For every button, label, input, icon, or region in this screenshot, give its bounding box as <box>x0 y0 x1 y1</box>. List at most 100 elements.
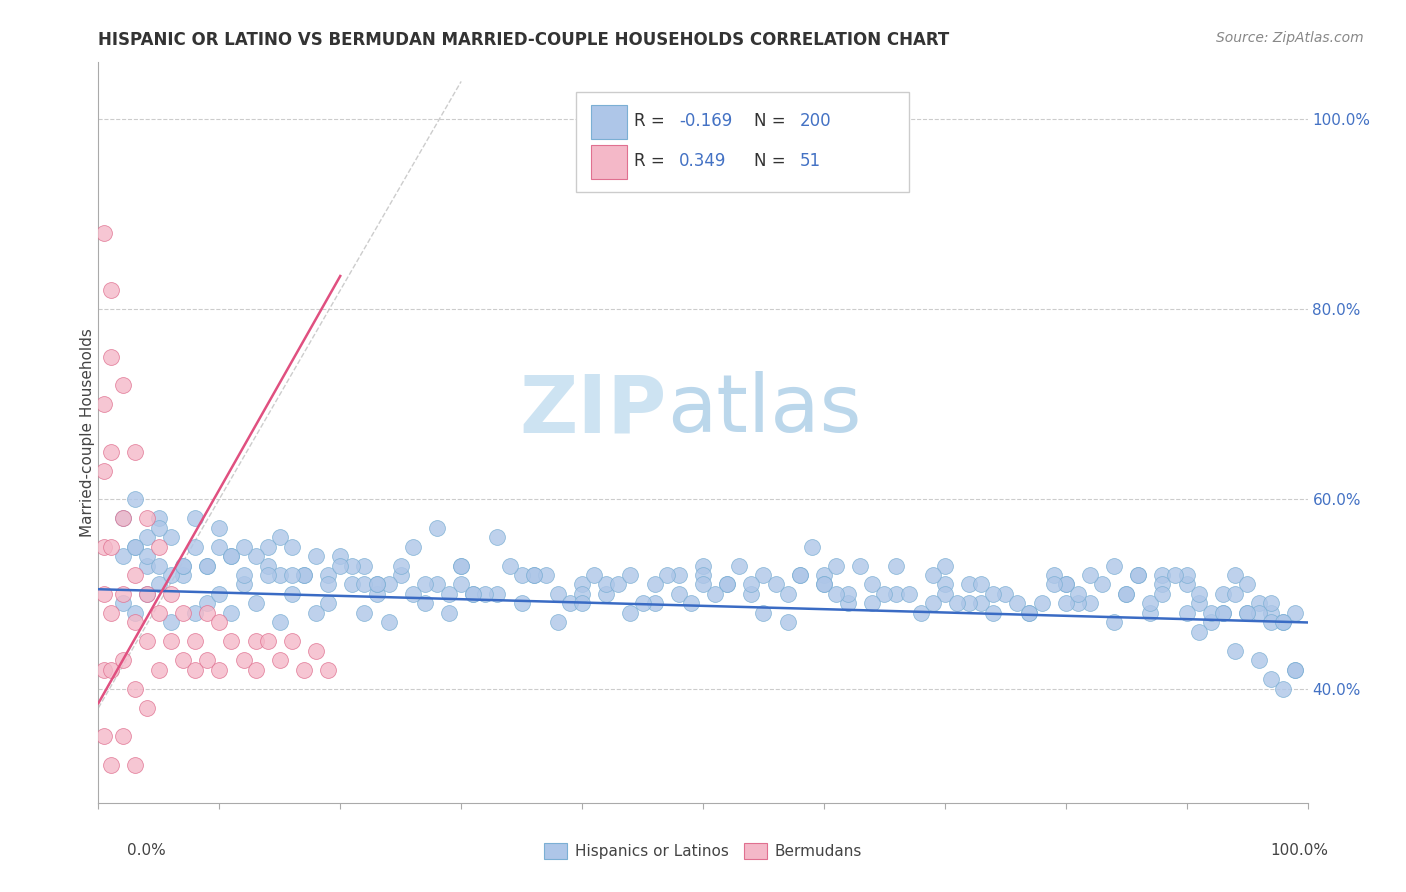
Point <box>316 568 339 582</box>
Point <box>679 597 702 611</box>
Point <box>366 587 388 601</box>
Point <box>148 577 170 591</box>
Point <box>184 540 207 554</box>
Point <box>873 587 896 601</box>
FancyBboxPatch shape <box>576 92 908 192</box>
Point <box>1042 568 1064 582</box>
Point <box>184 663 207 677</box>
Point <box>571 597 593 611</box>
Text: HISPANIC OR LATINO VS BERMUDAN MARRIED-COUPLE HOUSEHOLDS CORRELATION CHART: HISPANIC OR LATINO VS BERMUDAN MARRIED-C… <box>98 31 949 49</box>
Point <box>195 597 218 611</box>
Point <box>752 568 775 582</box>
Point <box>172 558 194 573</box>
Text: 100.0%: 100.0% <box>1271 843 1329 858</box>
Point <box>148 663 170 677</box>
Point <box>124 606 146 620</box>
Point <box>583 568 606 582</box>
Point <box>172 653 194 667</box>
Point <box>1249 606 1271 620</box>
Point <box>644 597 666 611</box>
Point <box>353 577 375 591</box>
Point <box>813 577 835 591</box>
Point <box>1128 568 1150 582</box>
Point <box>305 644 328 658</box>
Point <box>486 530 509 544</box>
Point <box>776 587 799 601</box>
Point <box>148 511 170 525</box>
Point <box>921 568 943 582</box>
Point <box>510 568 533 582</box>
Point <box>1067 587 1090 601</box>
Point <box>486 587 509 601</box>
Point <box>292 663 315 677</box>
Text: N =: N = <box>754 112 790 130</box>
Point <box>1139 606 1161 620</box>
Point <box>135 587 157 601</box>
Point <box>1188 624 1211 639</box>
Point <box>1199 606 1222 620</box>
Point <box>957 597 980 611</box>
Point <box>353 606 375 620</box>
Text: R =: R = <box>634 152 671 169</box>
Point <box>135 511 157 525</box>
Point <box>377 615 399 630</box>
Point <box>316 663 339 677</box>
Text: Source: ZipAtlas.com: Source: ZipAtlas.com <box>1216 31 1364 45</box>
Point <box>208 520 231 534</box>
Point <box>1284 663 1306 677</box>
Point <box>245 597 267 611</box>
Point <box>463 587 485 601</box>
Point <box>825 558 848 573</box>
Point <box>124 568 146 582</box>
Point <box>437 606 460 620</box>
Point <box>1272 615 1295 630</box>
Point <box>1152 587 1174 601</box>
Point <box>172 568 194 582</box>
Point <box>1260 673 1282 687</box>
Point <box>160 530 183 544</box>
Point <box>1212 587 1234 601</box>
Point <box>644 577 666 591</box>
Point <box>413 577 436 591</box>
Point <box>221 549 243 563</box>
Point <box>789 568 811 582</box>
Point <box>1284 606 1306 620</box>
Point <box>135 530 157 544</box>
Point <box>860 577 883 591</box>
Point <box>957 577 980 591</box>
Point <box>1042 577 1064 591</box>
Point <box>595 577 617 591</box>
Point <box>1007 597 1029 611</box>
Point <box>1212 606 1234 620</box>
Point <box>692 568 714 582</box>
Point <box>160 615 183 630</box>
Point <box>692 558 714 573</box>
Point <box>1260 597 1282 611</box>
Point <box>195 558 218 573</box>
Point <box>1054 597 1077 611</box>
Point <box>1018 606 1040 620</box>
Point <box>281 568 304 582</box>
Point <box>837 587 859 601</box>
Point <box>256 540 278 554</box>
Text: 0.349: 0.349 <box>679 152 725 169</box>
Point <box>111 511 134 525</box>
Point <box>1272 681 1295 696</box>
Point <box>232 540 254 554</box>
Point <box>994 587 1017 601</box>
Point <box>124 540 146 554</box>
Point <box>93 730 115 744</box>
Point <box>886 587 908 601</box>
Point <box>970 597 993 611</box>
Point <box>100 606 122 620</box>
Point <box>463 587 485 601</box>
Point <box>1249 653 1271 667</box>
Point <box>981 606 1004 620</box>
Point <box>789 568 811 582</box>
Point <box>426 577 449 591</box>
Point <box>1102 558 1125 573</box>
Point <box>897 587 920 601</box>
Point <box>232 653 254 667</box>
Point <box>221 634 243 648</box>
Point <box>1175 568 1198 582</box>
